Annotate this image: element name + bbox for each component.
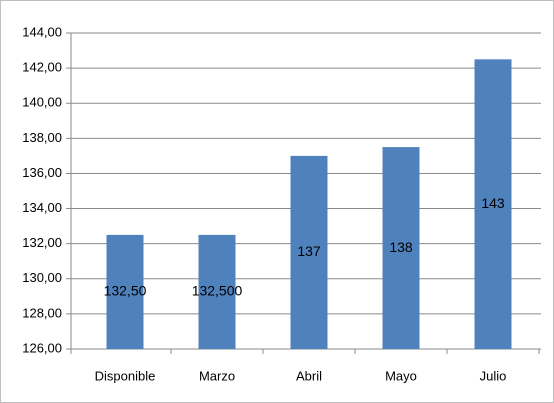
bar [106,234,144,349]
bar [290,155,328,349]
value-label: 138 [389,239,413,255]
x-tick-label: Marzo [199,368,235,383]
y-tick-label: 126,00 [22,340,62,355]
bar [382,147,420,349]
value-label: 143 [481,195,505,211]
bar [198,234,236,349]
bar [474,59,512,349]
y-tick-label: 140,00 [22,95,62,110]
x-tick-label: Disponible [95,368,156,383]
value-label: 132,50 [104,283,147,299]
x-tick-label: Mayo [385,368,417,383]
y-tick-label: 136,00 [22,165,62,180]
value-label: 132,500 [192,283,243,299]
y-tick-label: 134,00 [22,200,62,215]
y-tick-label: 142,00 [22,60,62,75]
y-tick-label: 128,00 [22,305,62,320]
y-tick-label: 144,00 [22,24,62,39]
x-tick-label: Julio [480,368,507,383]
y-tick-label: 138,00 [22,130,62,145]
y-tick-label: 130,00 [22,270,62,285]
value-label: 137 [297,243,321,259]
x-tick-label: Abril [296,368,322,383]
y-tick-label: 132,00 [22,235,62,250]
